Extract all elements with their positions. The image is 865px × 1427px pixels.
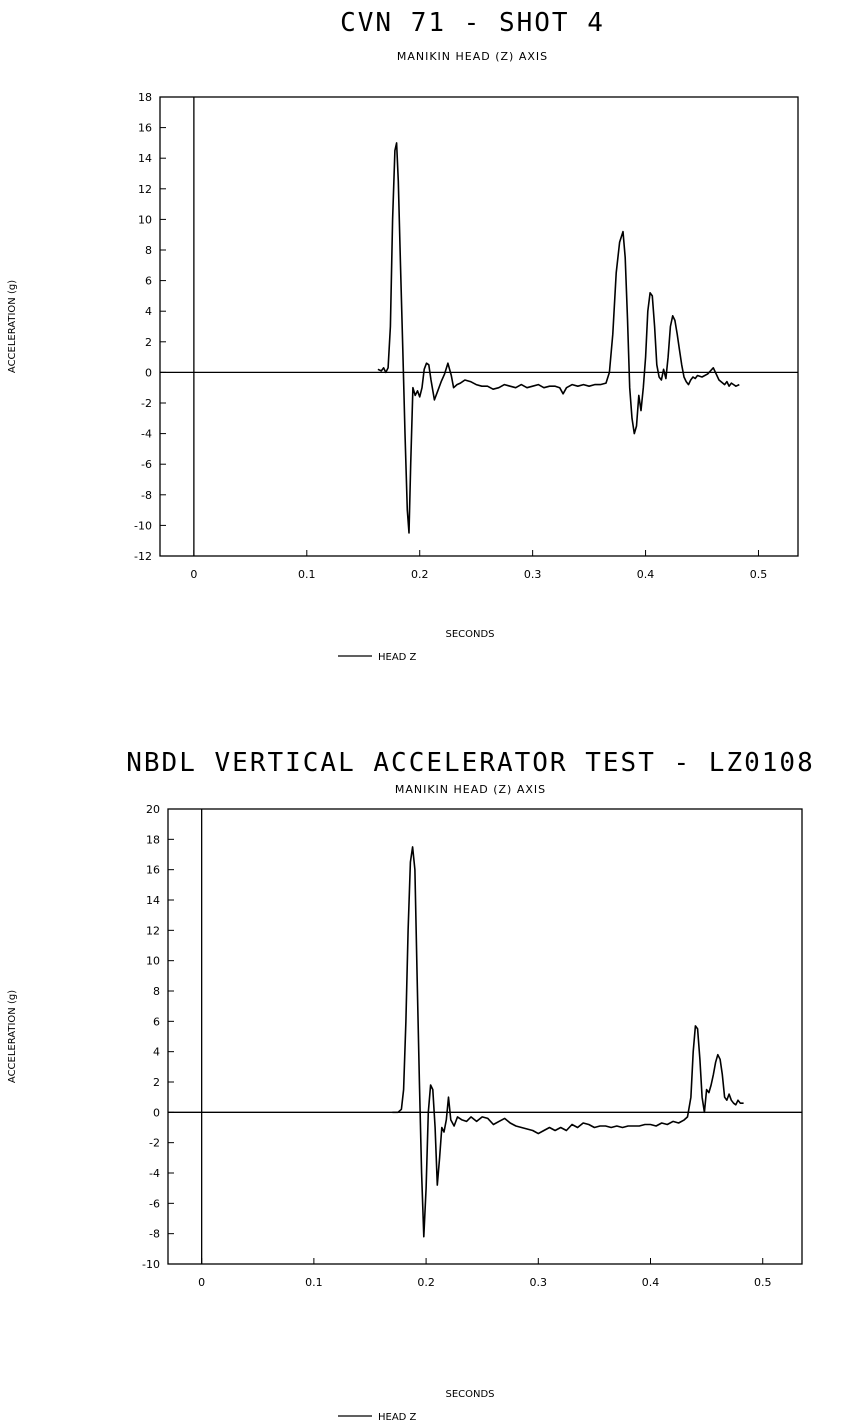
chart-title: CVN 71 - SHOT 4 bbox=[340, 8, 605, 38]
y-tick-label: 20 bbox=[146, 803, 160, 816]
y-tick-label: 0 bbox=[153, 1106, 160, 1119]
x-tick-label: 0.5 bbox=[750, 568, 768, 581]
y-tick-label: 8 bbox=[153, 985, 160, 998]
y-tick-label: 0 bbox=[145, 366, 152, 379]
y-tick-label: 12 bbox=[146, 924, 160, 937]
y-tick-label: 14 bbox=[146, 894, 160, 907]
legend-label: HEAD Z bbox=[378, 1412, 417, 1423]
chart-panel-1: CVN 71 - SHOT 4 MANIKIN HEAD (Z) AXIS 18… bbox=[0, 0, 865, 700]
series-line-head-z bbox=[377, 142, 740, 534]
chart-title: NBDL VERTICAL ACCELERATOR TEST - LZ0108 bbox=[126, 748, 815, 778]
y-tick-label: 2 bbox=[145, 336, 152, 349]
y-tick-label: 4 bbox=[145, 305, 152, 318]
y-tick-label: 10 bbox=[138, 213, 152, 226]
y-tick-label: 6 bbox=[153, 1015, 160, 1028]
y-tick-label: 10 bbox=[146, 955, 160, 968]
x-tick-label: 0 bbox=[190, 568, 197, 581]
x-tick-label: 0.5 bbox=[754, 1276, 772, 1289]
y-axis-label: ACCELERATION (g) bbox=[7, 990, 18, 1083]
series-line-head-z bbox=[392, 846, 744, 1238]
y-tick-label: -4 bbox=[141, 428, 152, 441]
plot-frame bbox=[159, 96, 799, 557]
y-tick-label: -4 bbox=[149, 1167, 160, 1180]
y-tick-label: -8 bbox=[149, 1228, 160, 1241]
chart-panel-2: NBDL VERTICAL ACCELERATOR TEST - LZ0108 … bbox=[0, 700, 865, 1427]
x-tick-label: 0.2 bbox=[417, 1276, 435, 1289]
y-axis-label: ACCELERATION (g) bbox=[7, 280, 18, 373]
y-tick-label: 16 bbox=[146, 864, 160, 877]
y-tick-label: 14 bbox=[138, 152, 152, 165]
y-tick-label: 2 bbox=[153, 1076, 160, 1089]
x-tick-label: 0 bbox=[198, 1276, 205, 1289]
chart-subtitle: MANIKIN HEAD (Z) AXIS bbox=[396, 50, 549, 63]
x-axis-label: SECONDS bbox=[445, 1389, 494, 1400]
x-axis-label: SECONDS bbox=[445, 629, 494, 640]
line-chart-1: 18 16 14 12 10 8 6 4 2 0 -2 -4 -6 -8 -10 -12 0 0.1 0.2 0.3 0… bbox=[7, 91, 799, 663]
plot-frame bbox=[167, 808, 803, 1265]
y-tick-label: 8 bbox=[145, 244, 152, 257]
x-tick-label: 0.2 bbox=[411, 568, 429, 581]
y-tick-label: 18 bbox=[146, 833, 160, 846]
y-tick-label: 18 bbox=[138, 91, 152, 104]
x-tick-label: 0.3 bbox=[530, 1276, 548, 1289]
x-tick-label: 0.4 bbox=[637, 568, 655, 581]
x-tick-label: 0.4 bbox=[642, 1276, 660, 1289]
y-tick-label: 4 bbox=[153, 1046, 160, 1059]
y-tick-label: -6 bbox=[149, 1197, 160, 1210]
y-tick-label: -2 bbox=[149, 1137, 160, 1150]
y-tick-label: -10 bbox=[134, 519, 152, 532]
y-tick-label: 16 bbox=[138, 122, 152, 135]
y-tick-label: 12 bbox=[138, 183, 152, 196]
y-tick-label: -2 bbox=[141, 397, 152, 410]
chart-subtitle: MANIKIN HEAD (Z) AXIS bbox=[394, 783, 547, 796]
y-tick-label: -12 bbox=[134, 550, 152, 563]
x-tick-label: 0.1 bbox=[298, 568, 316, 581]
y-tick-label: -8 bbox=[141, 489, 152, 502]
y-tick-label: -6 bbox=[141, 458, 152, 471]
x-tick-label: 0.1 bbox=[305, 1276, 323, 1289]
y-tick-label: -10 bbox=[142, 1258, 160, 1271]
y-tick-label: 6 bbox=[145, 275, 152, 288]
x-tick-label: 0.3 bbox=[524, 568, 542, 581]
legend-label: HEAD Z bbox=[378, 652, 417, 663]
